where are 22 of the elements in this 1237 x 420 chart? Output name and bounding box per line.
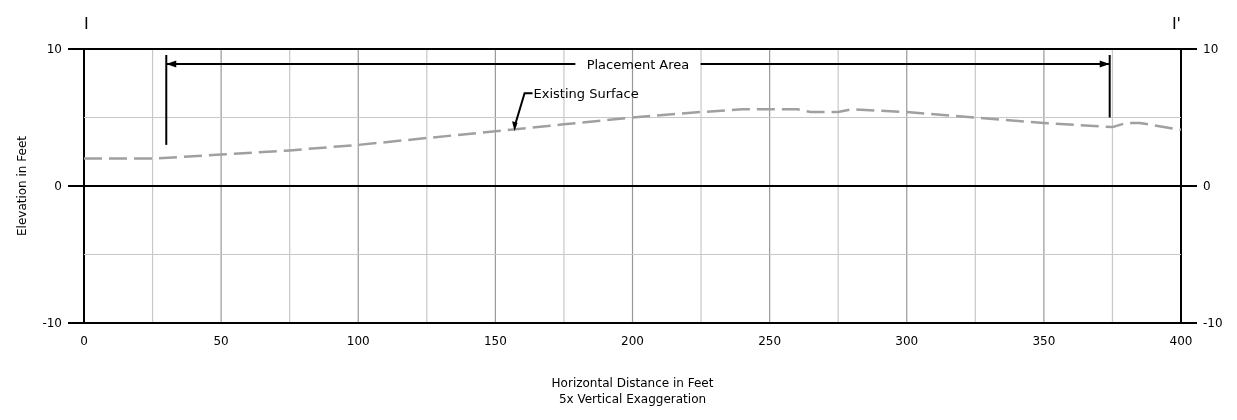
y-tick-label: 10 [46, 42, 62, 56]
x-axis-title: Horizontal Distance in Feet [551, 376, 714, 390]
text: I' [1171, 14, 1181, 33]
y2-tick-label: 0 [1203, 179, 1211, 193]
x-tick-label: 250 [758, 334, 782, 348]
x-tick-label: 200 [621, 334, 644, 348]
y2-tick-label: -10 [1203, 316, 1223, 330]
annotation: Existing Surface [533, 86, 639, 102]
y-tick-label: -10 [42, 316, 62, 330]
text: I [84, 14, 89, 33]
y-axis-title: Elevation in Feet [15, 135, 29, 237]
x-tick-label: 0 [80, 334, 88, 348]
x-tick-label: 350 [1032, 334, 1056, 348]
text: 5x Vertical Exaggeration [558, 392, 707, 406]
x-tick-label: 100 [346, 334, 370, 348]
x-tick-label: 150 [483, 334, 507, 348]
x-tick-label: 50 [213, 334, 229, 348]
x-tick-label: 400 [1169, 334, 1193, 348]
x-tick-label: 300 [895, 334, 919, 348]
y-tick-label: 0 [54, 179, 62, 193]
annotation: Placement Area [586, 57, 690, 73]
y2-tick-label: 10 [1203, 42, 1219, 56]
